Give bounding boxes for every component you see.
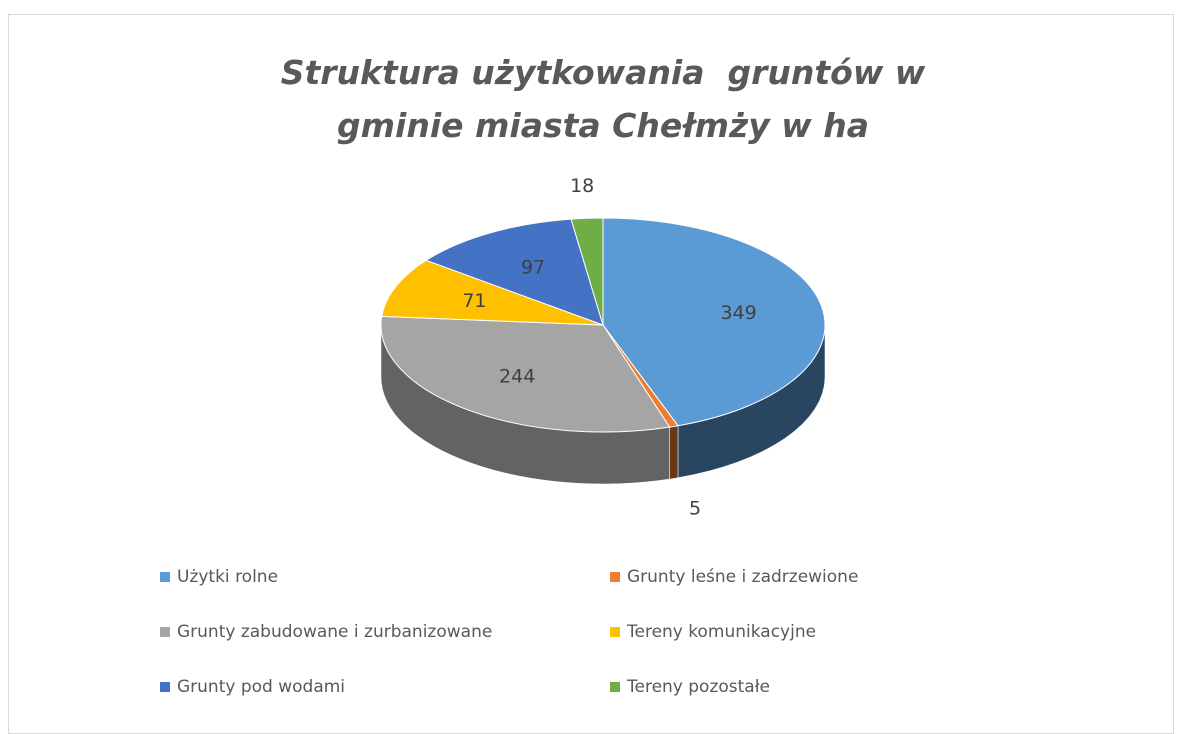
data-label: 71 — [462, 290, 486, 312]
legend-label: Użytki rolne — [177, 567, 278, 587]
legend-label: Grunty zabudowane i zurbanizowane — [177, 622, 492, 642]
slice-side — [669, 425, 679, 480]
data-label: 18 — [570, 175, 594, 197]
data-label: 5 — [689, 497, 701, 519]
legend-swatch — [160, 627, 170, 637]
legend-swatch — [160, 572, 170, 582]
legend-swatch — [160, 682, 170, 692]
slice — [570, 217, 604, 326]
slice — [602, 217, 826, 427]
legend-swatch — [610, 682, 620, 692]
legend-label: Tereny komunikacyjne — [626, 622, 816, 642]
legend-label: Tereny pozostałe — [626, 677, 770, 697]
data-label: 244 — [499, 365, 535, 387]
legend-swatch — [610, 627, 620, 637]
data-label: 97 — [521, 256, 545, 278]
chart: 349 5 244 71 97 18 Użytki rolne Grunty leśne i … — [160, 175, 858, 697]
data-label: 349 — [720, 302, 756, 324]
legend-label: Grunty leśne i zadrzewione — [627, 567, 858, 587]
slice — [381, 259, 604, 326]
slice — [380, 315, 671, 433]
legend-swatch — [610, 572, 620, 582]
slice — [425, 218, 604, 326]
chart-title: Struktura użytkowania gruntów w gminie m… — [280, 53, 937, 145]
page: Struktura użytkowania gruntów w gminie m… — [8, 14, 1174, 734]
legend-label: Grunty pod wodami — [177, 677, 345, 697]
